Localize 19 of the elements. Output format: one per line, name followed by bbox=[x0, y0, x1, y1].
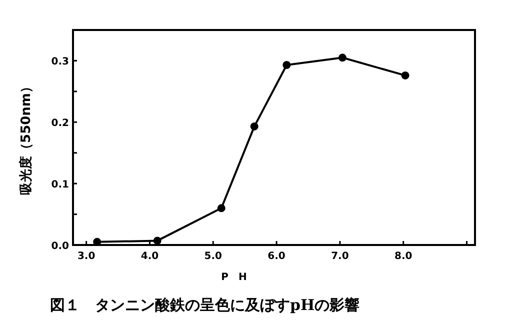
x-tick-label: 7.0 bbox=[331, 251, 349, 262]
point bbox=[282, 61, 291, 70]
x-tick-label: 8.0 bbox=[394, 251, 412, 262]
y-tick-label: 0.0 bbox=[51, 241, 70, 252]
point bbox=[250, 122, 258, 130]
point bbox=[338, 54, 346, 62]
point bbox=[401, 71, 410, 80]
x-tick-label: 5.0 bbox=[204, 251, 222, 262]
y-tick-label: 0.1 bbox=[51, 180, 70, 191]
point bbox=[217, 204, 226, 212]
x-tick-label: 4.0 bbox=[140, 251, 159, 262]
text: 図１ タンニン酸鉄の呈色に及ぼすpHの影響 bbox=[50, 296, 360, 314]
x-tick-label: 3.0 bbox=[77, 251, 96, 262]
x-tick-label: 6.0 bbox=[268, 251, 286, 262]
y-tick-label: 0.2 bbox=[51, 118, 70, 130]
x-axis-title: P H bbox=[221, 272, 247, 283]
y-axis-title: 吸光度（550nm） bbox=[18, 80, 34, 195]
point bbox=[153, 236, 162, 245]
y-tick-label: 0.3 bbox=[51, 56, 70, 68]
